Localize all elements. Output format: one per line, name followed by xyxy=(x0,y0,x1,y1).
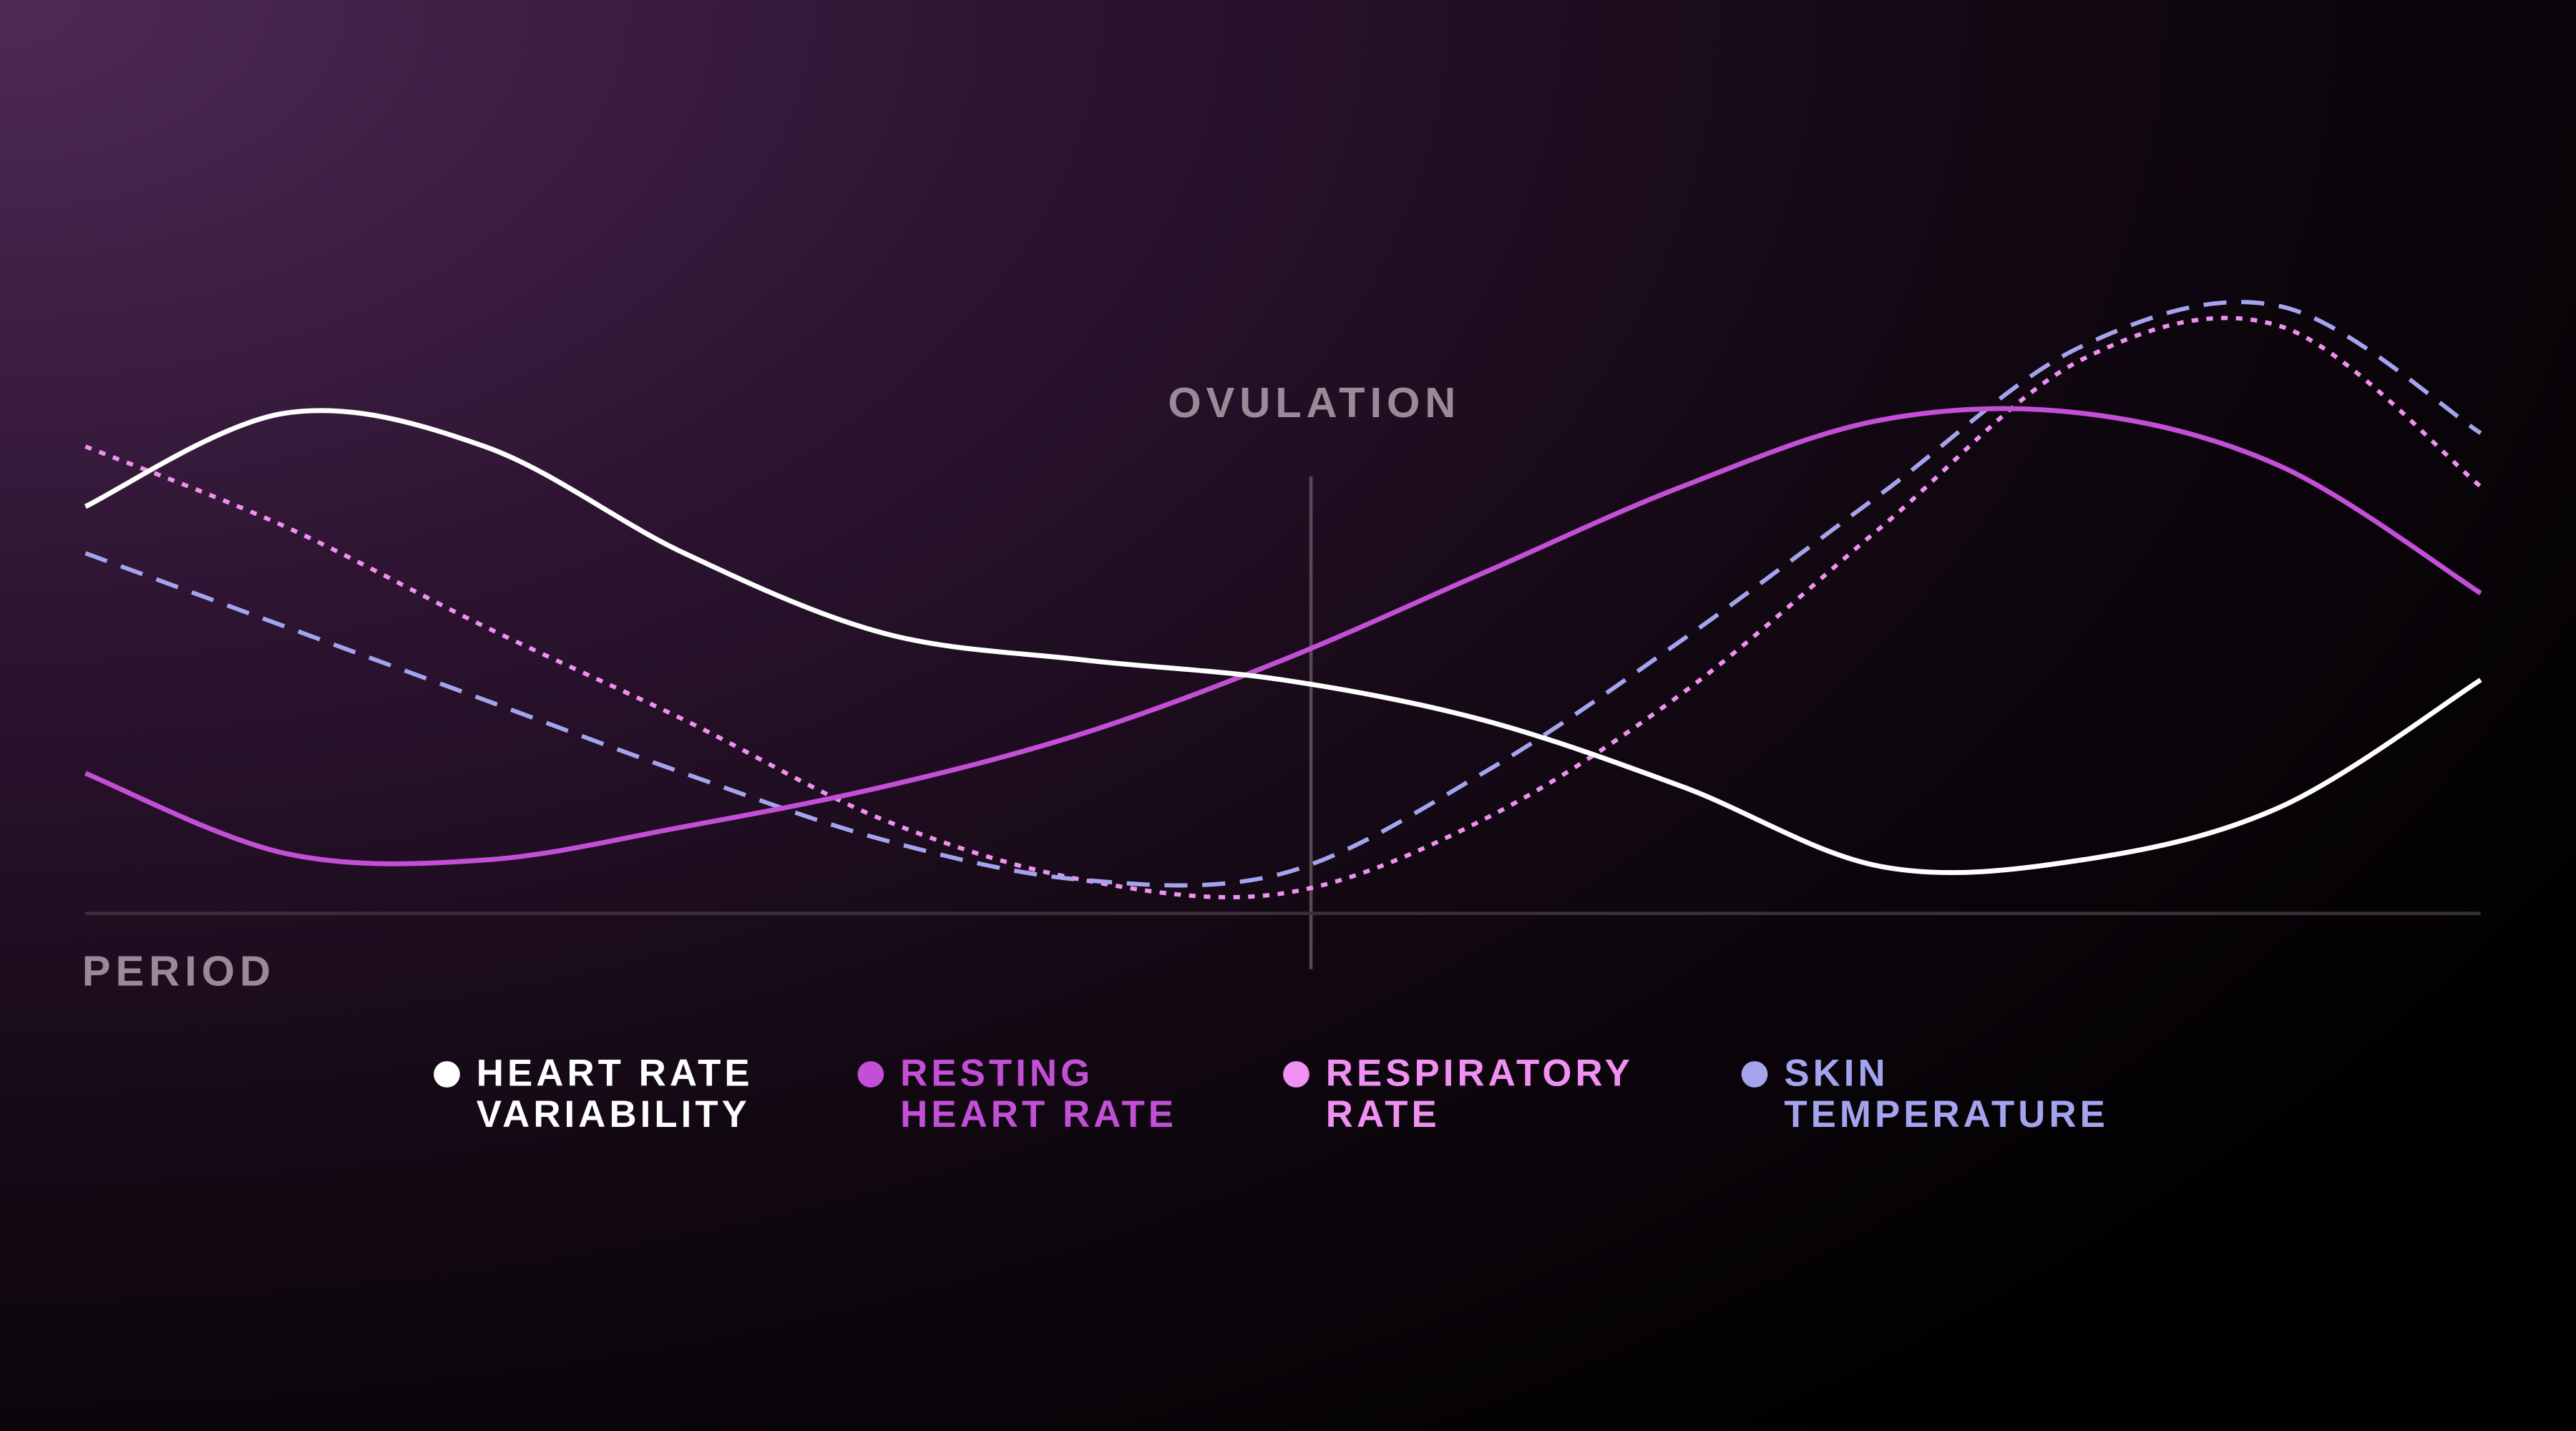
legend-item: RESPIRATORY RATE xyxy=(1283,1053,1671,1135)
legend-label: RESTING HEART RATE xyxy=(900,1051,1178,1135)
legend-swatch xyxy=(1283,1061,1309,1088)
series-line xyxy=(84,316,2482,899)
legend-label: HEART RATE VARIABILITY xyxy=(476,1051,753,1135)
series-line xyxy=(84,408,2482,876)
period-label: PERIOD xyxy=(82,947,275,995)
series-line xyxy=(84,406,2482,866)
series-line xyxy=(84,300,2482,888)
ovulation-label: OVULATION xyxy=(1168,378,1460,426)
legend-item: SKIN TEMPERATURE xyxy=(1741,1051,2162,1135)
legend-swatch xyxy=(857,1061,884,1088)
legend-item: RESTING HEART RATE xyxy=(857,1053,1187,1135)
legend-swatch xyxy=(434,1061,460,1088)
legend-label: SKIN TEMPERATURE xyxy=(1784,1051,2109,1135)
legend-label: RESPIRATORY RATE xyxy=(1325,1051,1634,1135)
legend-swatch xyxy=(1741,1061,1768,1088)
legend-item: HEART RATE VARIABILITY xyxy=(434,1053,772,1135)
